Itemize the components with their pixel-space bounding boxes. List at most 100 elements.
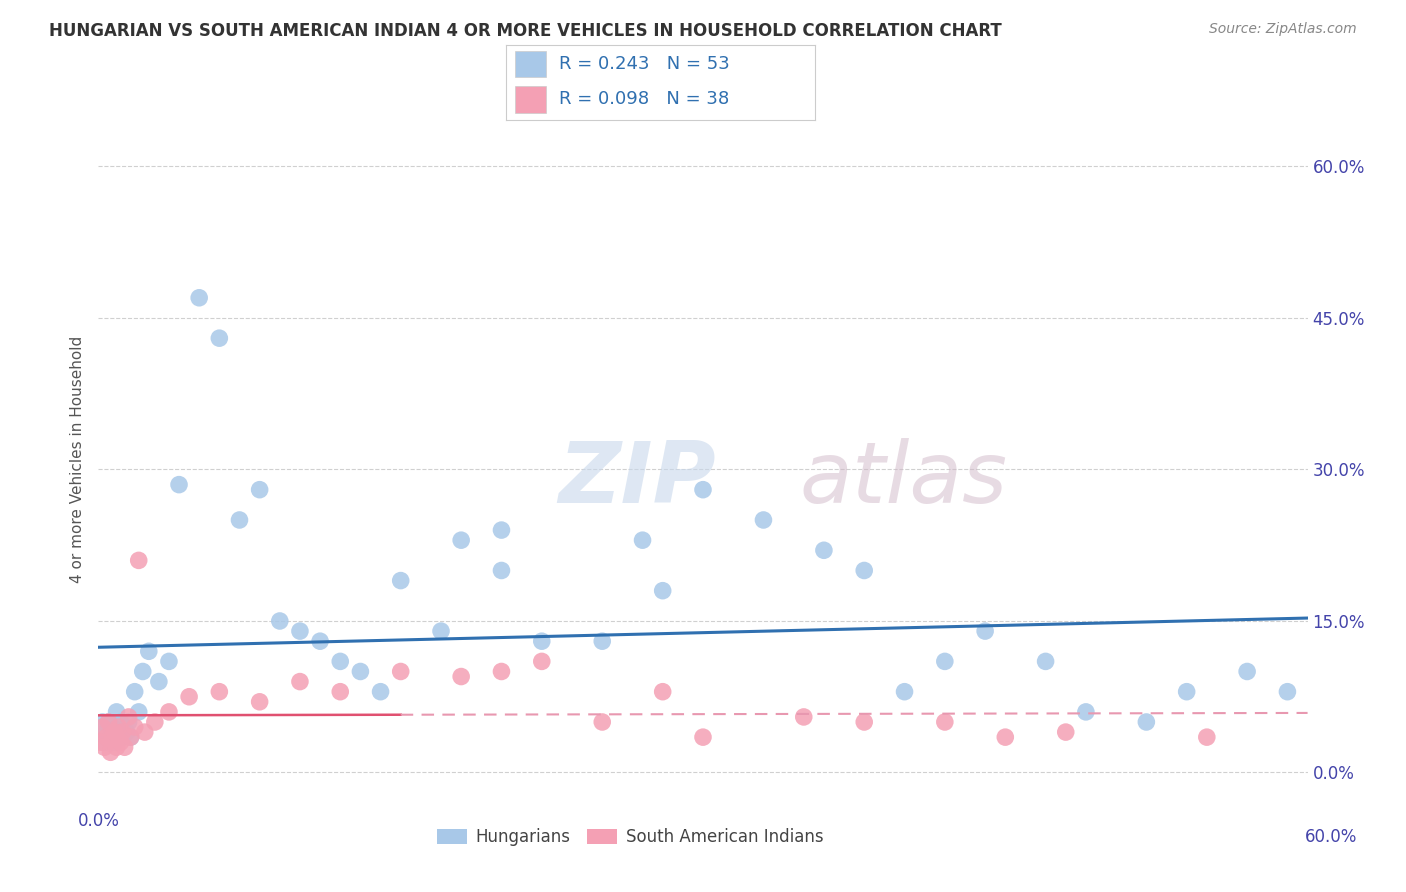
Point <box>450 533 472 548</box>
Point <box>491 665 513 679</box>
FancyBboxPatch shape <box>516 87 547 112</box>
Point <box>105 740 128 755</box>
Point <box>134 725 156 739</box>
Point <box>100 730 122 744</box>
Point <box>101 730 124 744</box>
Point <box>329 684 352 698</box>
Point <box>107 725 129 739</box>
Text: HUNGARIAN VS SOUTH AMERICAN INDIAN 4 OR MORE VEHICLES IN HOUSEHOLD CORRELATION C: HUNGARIAN VS SOUTH AMERICAN INDIAN 4 OR … <box>49 22 1002 40</box>
Point <box>167 477 190 491</box>
Point <box>591 714 613 729</box>
Point <box>124 684 146 698</box>
Point <box>934 714 956 729</box>
Point <box>249 483 271 497</box>
FancyBboxPatch shape <box>516 51 547 78</box>
Point <box>309 634 332 648</box>
Point <box>1175 684 1198 698</box>
Text: 60.0%: 60.0% <box>1305 828 1357 846</box>
Point <box>91 720 114 734</box>
Point <box>269 614 291 628</box>
Point <box>100 745 122 759</box>
Point <box>288 624 311 639</box>
Point <box>793 710 815 724</box>
Point <box>934 654 956 668</box>
Point <box>93 735 115 749</box>
Point <box>120 730 142 744</box>
Point <box>389 665 412 679</box>
Y-axis label: 4 or more Vehicles in Household: 4 or more Vehicles in Household <box>70 335 86 583</box>
Text: atlas: atlas <box>800 439 1008 522</box>
Point <box>93 740 115 755</box>
Point <box>96 725 118 739</box>
Point <box>491 564 513 578</box>
Point <box>114 740 136 755</box>
Point <box>118 710 141 724</box>
Point <box>111 730 134 744</box>
Point <box>157 705 180 719</box>
Point <box>651 684 673 698</box>
Legend: Hungarians, South American Indians: Hungarians, South American Indians <box>430 822 830 853</box>
Point <box>110 735 132 749</box>
Text: R = 0.243   N = 53: R = 0.243 N = 53 <box>558 55 730 73</box>
Point <box>631 533 654 548</box>
Point <box>591 634 613 648</box>
Point <box>1236 665 1258 679</box>
Point <box>370 684 392 698</box>
Point <box>692 730 714 744</box>
Point <box>107 720 129 734</box>
Text: ZIP: ZIP <box>558 439 716 522</box>
Point <box>1277 684 1299 698</box>
Point <box>110 714 132 729</box>
Point <box>97 714 120 729</box>
Point <box>208 684 231 698</box>
Point <box>115 725 138 739</box>
Point <box>228 513 250 527</box>
Point <box>752 513 775 527</box>
Point <box>179 690 201 704</box>
Point <box>103 725 125 739</box>
Point <box>128 553 150 567</box>
Point <box>530 634 553 648</box>
Point <box>111 725 134 739</box>
Point <box>1195 730 1218 744</box>
Point <box>692 483 714 497</box>
Point <box>148 674 170 689</box>
Point <box>132 665 155 679</box>
Point <box>188 291 211 305</box>
Point <box>101 720 124 734</box>
Point <box>89 735 111 749</box>
Point <box>974 624 997 639</box>
Point <box>157 654 180 668</box>
Point <box>430 624 453 639</box>
Point <box>288 674 311 689</box>
Point <box>143 714 166 729</box>
Point <box>893 684 915 698</box>
Point <box>249 695 271 709</box>
Point <box>1035 654 1057 668</box>
Point <box>120 730 142 744</box>
Point <box>208 331 231 345</box>
Point <box>853 714 876 729</box>
Point <box>329 654 352 668</box>
Point <box>491 523 513 537</box>
Point <box>138 644 160 658</box>
Text: R = 0.098   N = 38: R = 0.098 N = 38 <box>558 90 728 108</box>
Point <box>91 714 114 729</box>
Point <box>530 654 553 668</box>
Point <box>128 705 150 719</box>
Point <box>450 669 472 683</box>
Point <box>651 583 673 598</box>
Point <box>96 730 118 744</box>
Point <box>1135 714 1157 729</box>
Point <box>389 574 412 588</box>
Point <box>103 735 125 749</box>
Point <box>1054 725 1077 739</box>
Point <box>97 714 120 729</box>
Point <box>813 543 835 558</box>
Point <box>105 705 128 719</box>
Point <box>118 714 141 729</box>
Point <box>853 564 876 578</box>
Point <box>124 720 146 734</box>
Text: Source: ZipAtlas.com: Source: ZipAtlas.com <box>1209 22 1357 37</box>
Point <box>349 665 371 679</box>
